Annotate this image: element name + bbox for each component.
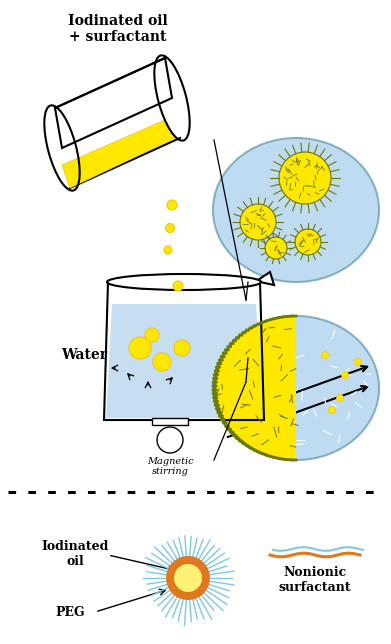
Polygon shape	[255, 272, 274, 285]
Text: Water: Water	[61, 348, 107, 362]
Circle shape	[164, 246, 172, 254]
Circle shape	[129, 337, 151, 359]
Ellipse shape	[213, 316, 379, 460]
Circle shape	[321, 352, 328, 359]
Circle shape	[341, 372, 348, 379]
Circle shape	[167, 200, 177, 210]
Circle shape	[328, 406, 335, 413]
Circle shape	[355, 359, 362, 366]
Polygon shape	[55, 58, 172, 148]
Circle shape	[174, 564, 202, 592]
Polygon shape	[152, 418, 188, 425]
Circle shape	[279, 152, 331, 204]
Circle shape	[166, 556, 210, 600]
Circle shape	[337, 395, 344, 401]
Circle shape	[153, 353, 171, 371]
Circle shape	[173, 281, 183, 291]
Circle shape	[265, 237, 287, 259]
Text: Iodinated oil
+ surfactant: Iodinated oil + surfactant	[68, 14, 168, 44]
Circle shape	[174, 340, 190, 356]
Polygon shape	[106, 304, 262, 418]
Circle shape	[240, 204, 276, 240]
Text: Iodinated
oil: Iodinated oil	[41, 540, 109, 568]
Text: PEG: PEG	[55, 606, 85, 619]
Circle shape	[165, 223, 174, 232]
Circle shape	[157, 427, 183, 453]
Polygon shape	[213, 316, 296, 460]
Text: Nonionic
surfactant: Nonionic surfactant	[279, 566, 351, 594]
Polygon shape	[62, 120, 175, 188]
Ellipse shape	[107, 274, 261, 290]
Circle shape	[145, 328, 159, 342]
Ellipse shape	[213, 138, 379, 282]
Circle shape	[295, 229, 321, 255]
Text: Magnetic
stirring: Magnetic stirring	[147, 457, 193, 477]
